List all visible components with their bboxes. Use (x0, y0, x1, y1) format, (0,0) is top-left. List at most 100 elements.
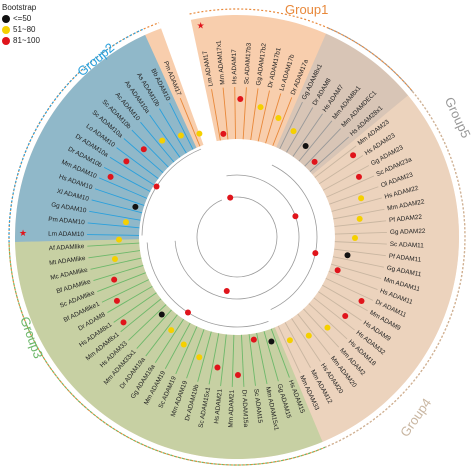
leaf-branch (292, 113, 323, 157)
leaf-branch (279, 101, 303, 150)
leaf-branch (107, 285, 153, 313)
legend-swatch-yellow (2, 25, 10, 34)
leaf-label: Dr ADAM15a (240, 390, 249, 428)
bootstrap-node (140, 146, 147, 153)
leaf-branch (331, 197, 382, 212)
leaf-branch (113, 292, 157, 323)
bootstrap-node (311, 158, 318, 165)
leaf-branch (334, 220, 387, 227)
bootstrap-node (153, 183, 160, 190)
leaf-branch (120, 298, 162, 333)
leaf-branch (263, 331, 279, 382)
leaf-branch (308, 303, 348, 340)
leaf-branch (87, 222, 140, 229)
leaf-branch (326, 175, 375, 198)
group-sector (274, 95, 459, 442)
leaf-branch (175, 326, 198, 375)
leaf-branch (322, 284, 368, 312)
leaf-branch (123, 138, 164, 173)
group-arc (324, 91, 466, 448)
bootstrap-node (158, 311, 165, 318)
leaf-branch (197, 331, 212, 382)
bootstrap-legend: Bootstrap <=50 51~80 81~100 (2, 2, 40, 46)
leaf-label: Sc ADAM15 (252, 388, 263, 423)
leaf-branch (277, 325, 301, 374)
leaf-branch (304, 128, 341, 167)
leaf-branch (98, 177, 148, 199)
bootstrap-node (168, 327, 175, 334)
leaf-branch (140, 121, 175, 163)
leaf-branch (256, 332, 268, 385)
leaf-branch (242, 87, 247, 140)
leaf-branch (241, 334, 245, 387)
leaf-branch (93, 265, 144, 282)
leaf-branch (87, 234, 140, 236)
group-arc (8, 28, 143, 243)
internal-branch (174, 174, 300, 300)
legend-label: 81~100 (13, 36, 40, 45)
leaf-branch (257, 90, 270, 142)
leaf-branch (319, 155, 364, 185)
leaf-branch (328, 270, 378, 291)
legend-swatch-black (2, 14, 10, 23)
leaf-label: Hs ADAM17 (231, 49, 239, 84)
bootstrap-node (107, 173, 114, 180)
bootstrap-node (356, 215, 363, 222)
leaf-branch (314, 145, 357, 178)
leaf-branch (234, 87, 236, 140)
leaf-branch (309, 136, 350, 172)
leaf-branch (116, 147, 159, 179)
leaf-branch (109, 156, 155, 186)
leaf-branch (94, 188, 145, 206)
bootstrap-node (286, 337, 293, 344)
legend-label: <=50 (13, 14, 32, 23)
leaf-branch (222, 87, 229, 140)
leaf-branch (334, 231, 387, 235)
leaf-branch (103, 166, 151, 192)
internal-branch (196, 196, 278, 278)
bootstrap-node (111, 276, 118, 283)
leaf-branch (325, 277, 374, 301)
bootstrap-node (196, 354, 203, 361)
leaf-branch (265, 93, 282, 144)
bootstrap-node (350, 152, 357, 159)
legend-item-high: 81~100 (2, 35, 40, 46)
leaf-branch (211, 89, 221, 141)
leaf-branch (272, 97, 293, 146)
leaf-branch (334, 248, 386, 257)
leaf-label: Sc ADAM11 (390, 241, 425, 250)
leaf-label: Pm ADAM10 (48, 216, 86, 226)
leaf-branch (88, 250, 141, 259)
bootstrap-node (214, 364, 221, 371)
leaf-branch (286, 107, 314, 153)
leaf-branch (89, 210, 141, 221)
bootstrap-node (358, 298, 365, 305)
bootstrap-node (180, 341, 187, 348)
leaf-label: Pf ADAM22 (389, 214, 423, 225)
bootstrap-node (305, 332, 312, 339)
bootstrap-node (312, 250, 319, 257)
group-arc (328, 27, 414, 92)
leaf-branch (87, 242, 140, 247)
star-icon: ★ (19, 228, 27, 238)
bootstrap-node (111, 255, 118, 262)
leaf-branch (322, 165, 370, 191)
legend-item-low: <=50 (2, 13, 40, 24)
leaf-branch (318, 291, 362, 322)
leaf-label: Af ADAMlike (49, 243, 85, 252)
group-sector (276, 33, 409, 175)
leaf-branch (169, 102, 194, 150)
bootstrap-node (237, 96, 244, 103)
leaf-label: Lm ADAM10 (48, 231, 84, 239)
leaf-branch (101, 279, 149, 303)
bootstrap-node (223, 288, 230, 295)
legend-swatch-red (2, 36, 10, 45)
bootstrap-node (159, 137, 166, 144)
bootstrap-node (290, 128, 297, 135)
bootstrap-node (122, 219, 129, 226)
bootstrap-node (120, 319, 127, 326)
bootstrap-node (342, 313, 349, 320)
bootstrap-node (184, 309, 191, 316)
group1-label: Group1 (285, 2, 329, 17)
